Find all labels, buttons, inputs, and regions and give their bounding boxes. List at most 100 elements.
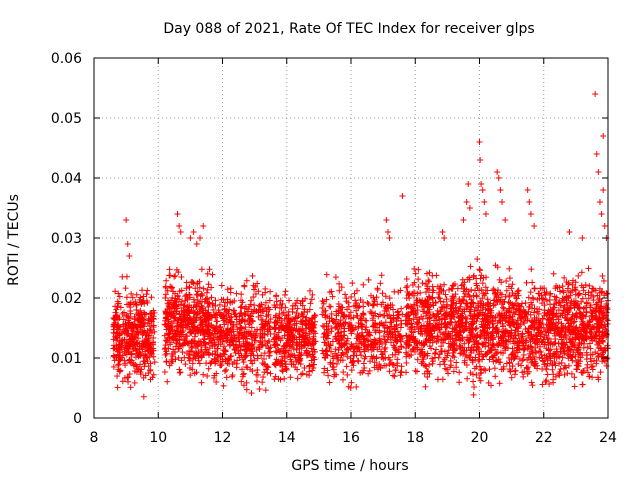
data-point <box>333 360 340 367</box>
data-point <box>411 265 418 272</box>
data-point <box>125 339 132 346</box>
data-point <box>192 349 199 356</box>
data-point <box>454 285 461 292</box>
data-point <box>121 342 128 349</box>
data-point <box>127 384 134 391</box>
data-point <box>262 387 269 394</box>
data-point <box>205 303 212 310</box>
data-point <box>119 273 126 280</box>
data-point <box>128 290 135 297</box>
data-point <box>125 348 132 355</box>
data-point <box>147 376 154 383</box>
x-tick-label: 12 <box>214 430 232 446</box>
data-point <box>242 353 249 360</box>
data-point <box>537 348 544 355</box>
data-point <box>123 294 130 301</box>
data-point <box>339 376 346 383</box>
data-point <box>141 337 148 344</box>
data-point <box>126 253 133 259</box>
data-point <box>123 323 130 330</box>
data-point <box>135 311 142 318</box>
data-point <box>441 235 448 241</box>
x-tick-labels: 8 10 12 14 16 18 20 22 24 <box>90 430 617 446</box>
data-point <box>166 266 173 273</box>
data-point <box>486 366 493 373</box>
data-point <box>477 157 484 163</box>
data-point <box>142 352 149 359</box>
data-point <box>370 301 377 308</box>
data-point <box>326 379 333 386</box>
data-point <box>473 292 480 299</box>
data-point <box>248 390 255 397</box>
y-tick-label: 0 <box>73 411 82 427</box>
data-point <box>205 281 212 288</box>
data-point <box>598 211 605 217</box>
data-point <box>426 361 433 368</box>
y-tick-label: 0.05 <box>51 111 82 127</box>
data-point <box>282 288 289 295</box>
data-point <box>114 316 121 323</box>
data-point <box>379 290 386 297</box>
data-point <box>365 301 372 308</box>
data-point <box>527 211 534 217</box>
data-point <box>360 281 367 288</box>
data-point <box>182 361 189 368</box>
data-point <box>187 235 194 241</box>
x-tick-label: 22 <box>535 430 553 446</box>
data-point <box>299 370 306 377</box>
data-point <box>441 281 448 288</box>
data-point <box>123 217 130 223</box>
data-point <box>465 181 472 187</box>
data-point <box>434 376 441 383</box>
data-point <box>203 289 210 296</box>
data-point <box>249 272 256 279</box>
data-point <box>558 359 565 366</box>
data-point <box>140 342 147 349</box>
data-point <box>539 381 546 388</box>
y-tick-labels: 0 0.01 0.02 0.03 0.04 0.05 0.06 <box>51 51 82 427</box>
data-point <box>127 324 134 331</box>
data-point <box>121 357 128 364</box>
data-point <box>138 318 145 325</box>
data-point <box>135 351 142 358</box>
grid-lines <box>94 58 608 418</box>
data-point <box>528 266 535 273</box>
data-point <box>404 283 411 290</box>
data-point <box>386 368 393 375</box>
data-point <box>223 374 230 381</box>
x-tick-label: 16 <box>342 430 360 446</box>
data-point <box>148 351 155 358</box>
data-point <box>206 266 213 273</box>
data-point <box>122 328 129 335</box>
data-point <box>187 364 194 371</box>
data-point <box>147 360 154 367</box>
data-point <box>161 368 168 375</box>
data-point <box>391 373 398 380</box>
data-point <box>382 344 389 351</box>
data-point <box>129 294 136 301</box>
data-point <box>125 317 132 324</box>
x-tick-label: 20 <box>471 430 489 446</box>
data-point <box>128 340 135 347</box>
data-point <box>301 364 308 371</box>
data-point <box>114 335 121 342</box>
data-point <box>143 291 150 298</box>
data-point <box>308 296 315 303</box>
data-point <box>116 368 123 375</box>
data-point <box>137 371 144 378</box>
data-point <box>378 272 385 279</box>
data-point <box>481 199 488 205</box>
data-point <box>259 379 266 386</box>
data-point <box>110 321 117 328</box>
data-point <box>224 286 231 293</box>
data-point <box>550 379 557 386</box>
data-point <box>600 338 607 345</box>
data-point <box>190 229 197 235</box>
data-point <box>139 287 146 294</box>
data-point <box>293 346 300 353</box>
data-point <box>178 307 185 314</box>
data-point <box>350 352 357 359</box>
data-point <box>522 300 529 307</box>
data-point <box>117 326 124 333</box>
